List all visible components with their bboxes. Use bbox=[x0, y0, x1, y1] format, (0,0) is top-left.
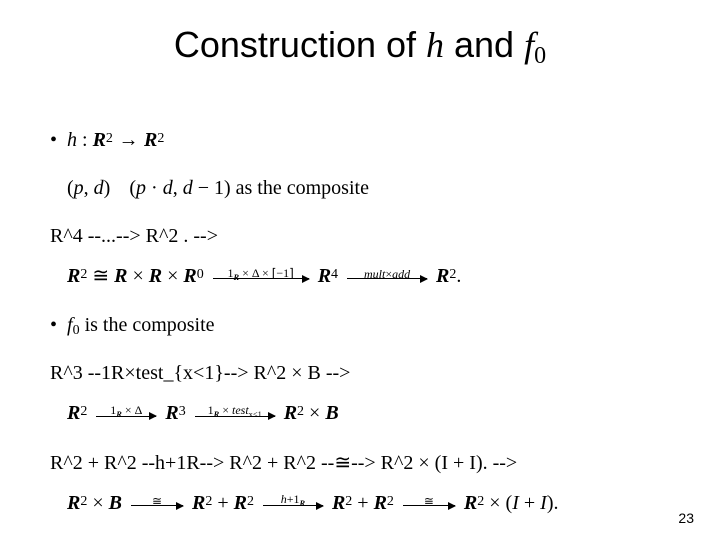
arrow-1r-test: 1R × testx<1 bbox=[195, 395, 275, 435]
arrow-to: → bbox=[113, 129, 144, 151]
arrow-line-6 bbox=[263, 505, 323, 506]
sym-d3: d bbox=[183, 177, 193, 199]
title-f-sub: 0 bbox=[534, 43, 546, 69]
arrow-1r-delta: 1R × Δ bbox=[96, 395, 156, 435]
sym-f0-0: 0 bbox=[73, 323, 80, 338]
l3-x1: × bbox=[127, 265, 148, 287]
sym-R-2: R bbox=[144, 129, 157, 151]
l3-s0: 0 bbox=[197, 267, 204, 282]
l6-s2c: 2 bbox=[247, 494, 254, 509]
sup-2a: 2 bbox=[106, 131, 113, 146]
line-f0-composite-2: R2 × B ≅ R2 + R2 h+1R R2 + R2 ≅ R2 × (I … bbox=[50, 483, 690, 524]
arrow-line-5 bbox=[131, 505, 183, 506]
l5-R3: R bbox=[284, 402, 297, 424]
arrow-line-4 bbox=[195, 416, 275, 417]
comma2: , bbox=[173, 177, 183, 199]
arrow-label-4: 1R × testx<1 bbox=[195, 398, 275, 424]
l3-R5: R bbox=[318, 265, 331, 287]
arrow-label-1: 1R × Δ × ⌈−1⌉ bbox=[213, 261, 309, 287]
l5-s3: 3 bbox=[179, 404, 186, 419]
arrow-iso-2: ≅ bbox=[403, 484, 455, 524]
line-h-composite: R2 ≅ R × R × R0 1R × Δ × ⌈−1⌉ R4 mult×ad… bbox=[50, 256, 690, 297]
line-h-signature: • h : R2 → R2 bbox=[50, 120, 690, 160]
tail-text: as the composite bbox=[231, 177, 369, 199]
colon: : bbox=[77, 129, 93, 151]
line-f0-intro: • f0 is the composite bbox=[50, 305, 690, 345]
rp1: ) bbox=[104, 177, 111, 199]
f0-text: is the composite bbox=[80, 314, 215, 336]
slide-body: • h : R2 → R2 (p, d) (p · d, d − 1) as t… bbox=[50, 120, 690, 524]
arrow-line-2 bbox=[347, 278, 427, 279]
arrow-label-3: 1R × Δ bbox=[96, 398, 156, 424]
bullet-icon: • bbox=[50, 120, 62, 160]
comma1: , bbox=[84, 177, 94, 199]
l6-R6: R bbox=[464, 492, 477, 514]
title-text-1: Construction of bbox=[174, 24, 426, 65]
l6-plus2: + bbox=[352, 492, 373, 514]
l6-x2: × bbox=[484, 492, 505, 514]
l5-x: × bbox=[304, 402, 325, 424]
arrow-line-1 bbox=[213, 278, 309, 279]
arrow-label-2: mult×add bbox=[347, 262, 427, 286]
l3-R2: R bbox=[114, 265, 127, 287]
sym-h: h bbox=[67, 129, 77, 151]
l6-x1: × bbox=[87, 492, 108, 514]
arrow-iso-1: ≅ bbox=[131, 484, 183, 524]
l3-R1: R bbox=[67, 265, 80, 287]
l3-s4: 4 bbox=[331, 267, 338, 282]
page-number: 23 bbox=[678, 510, 694, 526]
title-h: h bbox=[426, 25, 444, 65]
l3-R4: R bbox=[183, 265, 196, 287]
al6-R: R bbox=[300, 499, 306, 508]
l3-R6: R bbox=[436, 265, 449, 287]
arrow-1r-delta-neg1: 1R × Δ × ⌈−1⌉ bbox=[213, 257, 309, 297]
sym-R-1: R bbox=[93, 129, 106, 151]
title-f: f bbox=[524, 25, 534, 65]
l6-plus3: + bbox=[519, 492, 540, 514]
l6-R4: R bbox=[332, 492, 345, 514]
sym-p: p bbox=[74, 177, 84, 199]
sym-d2: d bbox=[163, 177, 173, 199]
arrow-h-plus-1r: h+1R bbox=[263, 484, 323, 524]
l6-I2: I bbox=[540, 492, 547, 514]
lp2: ( bbox=[129, 177, 136, 199]
l6-R3: R bbox=[234, 492, 247, 514]
l5-B: B bbox=[325, 402, 338, 424]
arrow-mult-add: mult×add bbox=[347, 257, 427, 297]
minus1: − 1) bbox=[193, 177, 231, 199]
sym-d: d bbox=[94, 177, 104, 199]
line-f0-composite-1: R2 1R × Δ R3 1R × testx<1 R2 × B bbox=[50, 393, 690, 434]
l6-s2e: 2 bbox=[387, 494, 394, 509]
al4-sub: x<1 bbox=[249, 410, 262, 419]
l6-I1: I bbox=[512, 492, 519, 514]
l6-R1: R bbox=[67, 492, 80, 514]
cdot: · bbox=[146, 177, 163, 199]
l3-x2: × bbox=[162, 265, 183, 287]
bullet-icon-2: • bbox=[50, 305, 62, 345]
line-h-definition: (p, d) (p · d, d − 1) as the composite bbox=[50, 168, 690, 208]
l5-R2: R bbox=[165, 402, 178, 424]
l6-end: . bbox=[554, 492, 559, 514]
arrow-label-6: h+1R bbox=[263, 487, 323, 513]
l3-R3: R bbox=[149, 265, 162, 287]
title-text-2: and bbox=[444, 24, 524, 65]
arrow-line-7 bbox=[403, 505, 455, 506]
l5-R1: R bbox=[67, 402, 80, 424]
l5-s2a: 2 bbox=[80, 404, 87, 419]
lp1: ( bbox=[67, 177, 74, 199]
l6-B1: B bbox=[109, 492, 122, 514]
l3-iso: ≅ bbox=[87, 265, 114, 287]
l6-plus1: + bbox=[212, 492, 233, 514]
slide-title: Construction of h and f0 bbox=[30, 24, 690, 70]
slide: Construction of h and f0 • h : R2 → R2 (… bbox=[0, 0, 720, 540]
arrow-line-3 bbox=[96, 416, 156, 417]
l3-period: . bbox=[456, 265, 461, 287]
mapsto-icon bbox=[110, 168, 124, 208]
sup-2b: 2 bbox=[157, 131, 164, 146]
l6-R5: R bbox=[374, 492, 387, 514]
sym-p2: p bbox=[136, 177, 146, 199]
l5-s2b: 2 bbox=[297, 404, 304, 419]
l6-R2: R bbox=[192, 492, 205, 514]
